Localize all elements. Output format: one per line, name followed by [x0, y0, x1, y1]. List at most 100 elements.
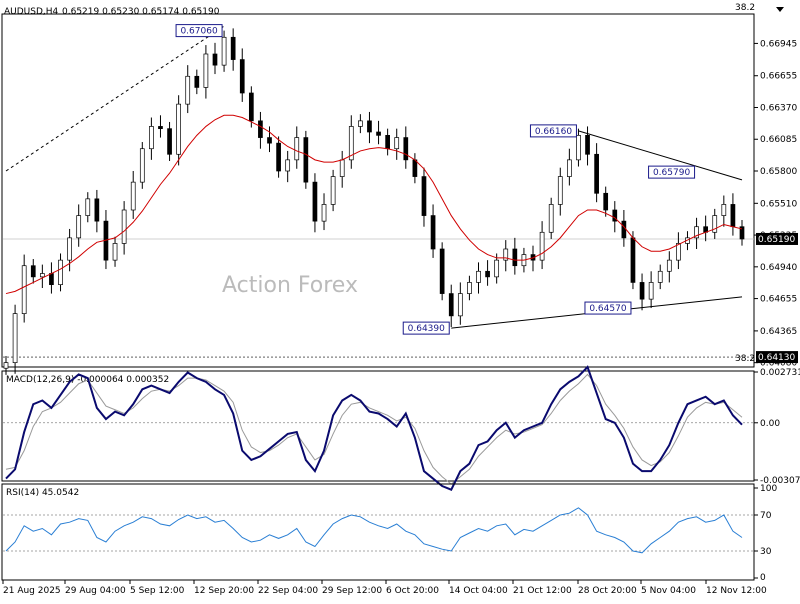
fib-marker-label: 38.2	[735, 354, 755, 364]
price-axis-tick: 0.65800	[760, 167, 797, 177]
time-axis-tick: 22 Sep 04:00	[258, 586, 318, 596]
candle	[121, 201, 127, 255]
macd-axis-tick: 0.00	[760, 419, 780, 429]
candle	[30, 259, 36, 284]
macd-axis-tick: 0.002731	[760, 368, 800, 378]
candle	[294, 126, 300, 169]
candle	[139, 142, 145, 189]
scroll-arrow-icon[interactable]	[776, 7, 784, 12]
rsi-axis-tick: 0	[760, 573, 766, 583]
price-axis-tick: 0.64365	[760, 327, 797, 337]
upper-channel-dashed-line	[5, 25, 225, 172]
candle	[194, 69, 200, 95]
price-pane[interactable]: AUDUSD,H4 0.65219 0.65230 0.65174 0.6519…	[1, 3, 798, 375]
price-axis-tick: 0.66085	[760, 135, 797, 145]
candle	[594, 143, 599, 203]
time-axis-tick: 5 Nov 04:00	[641, 586, 696, 596]
price-axis-tick: 0.66370	[760, 103, 797, 113]
candle	[612, 201, 618, 233]
candle	[503, 240, 509, 272]
candle	[212, 42, 218, 75]
candle	[739, 220, 745, 246]
time-axis-tick: 29 Aug 04:00	[65, 586, 126, 596]
time-axis: 21 Aug 2025 29 Aug 04:00 5 Sep 12:00 12 Sep…	[2, 580, 767, 596]
chart-title: AUDUSD,H4	[4, 7, 59, 17]
candle	[648, 271, 654, 309]
candle	[85, 192, 91, 223]
candle	[230, 28, 236, 71]
price-axis-tick: 0.66945	[760, 39, 797, 49]
time-axis-tick: 12 Nov 12:00	[706, 586, 767, 596]
candle	[430, 204, 436, 258]
candle	[185, 65, 191, 114]
candle	[676, 232, 681, 270]
time-axis-tick: 5 Sep 12:00	[130, 586, 185, 596]
rsi-line	[5, 507, 743, 554]
svg-text:0.64130: 0.64130	[758, 353, 795, 363]
candle	[203, 45, 209, 99]
price-axis-tick: 0.65510	[760, 199, 797, 209]
upper-trendline	[578, 130, 743, 181]
time-axis-tick: 12 Sep 20:00	[194, 586, 254, 596]
candle	[39, 264, 45, 288]
candle	[239, 48, 245, 102]
candle	[485, 260, 490, 286]
candle	[330, 169, 336, 212]
candle	[303, 130, 309, 189]
price-annotation: 0.64390	[402, 321, 450, 335]
candle	[476, 262, 481, 294]
candle	[712, 208, 718, 239]
time-axis-tick: 6 Oct 20:00	[386, 586, 439, 596]
candle	[12, 304, 18, 374]
time-axis-tick: 14 Oct 04:00	[449, 586, 508, 596]
rsi-pane[interactable]: RSI(14) 45.0542 100 70 30 0	[1, 483, 777, 583]
candle	[367, 111, 372, 144]
candle	[376, 120, 381, 145]
candle	[321, 193, 327, 231]
time-axis-tick: 21 Aug 2025	[3, 586, 61, 596]
candle	[494, 253, 500, 284]
candle	[666, 251, 672, 283]
candle	[176, 95, 181, 166]
candle	[158, 115, 163, 138]
price-annotation: 0.67060	[175, 24, 223, 38]
candle	[312, 173, 318, 233]
svg-text:0.65190: 0.65190	[758, 235, 795, 245]
time-axis-tick: 29 Sep 12:00	[322, 586, 382, 596]
price-annotation: 0.66160	[529, 124, 577, 138]
price-annotation: 0.65790	[648, 165, 696, 179]
macd-axis-tick: -0.003077	[760, 476, 800, 486]
candle	[58, 253, 63, 292]
candle	[221, 30, 227, 72]
candle	[3, 355, 9, 375]
candle	[448, 284, 454, 327]
rsi-title: RSI(14) 45.0542	[6, 488, 79, 498]
moving-average-line	[5, 114, 743, 295]
price-axis-tick: 0.66655	[760, 72, 797, 82]
candle	[657, 264, 663, 290]
candle	[439, 242, 445, 301]
macd-pane[interactable]: MACD(12,26,9) -0.000064 0.000352 0.00273…	[1, 365, 800, 492]
macd-line	[5, 365, 743, 492]
candle	[567, 148, 572, 186]
candle	[358, 114, 363, 134]
rsi-axis-tick: 30	[760, 547, 772, 557]
candle	[21, 254, 27, 323]
candle	[67, 228, 72, 272]
svg-text:0.64570: 0.64570	[589, 304, 626, 314]
candle	[557, 167, 563, 216]
svg-text:0.64390: 0.64390	[408, 324, 445, 334]
candle	[76, 204, 82, 247]
candle	[421, 167, 427, 227]
fib-price-badge: 0.64130	[756, 351, 798, 364]
candle	[585, 126, 590, 166]
price-axis-tick: 0.64940	[760, 263, 797, 273]
price-axis-tick: 0.64655	[760, 295, 797, 305]
candle	[248, 86, 254, 128]
candle	[149, 117, 154, 160]
rsi-axis-tick: 100	[760, 484, 777, 494]
candle	[348, 115, 354, 169]
time-axis-tick: 21 Oct 12:00	[513, 586, 572, 596]
svg-text:0.65790: 0.65790	[653, 168, 690, 178]
